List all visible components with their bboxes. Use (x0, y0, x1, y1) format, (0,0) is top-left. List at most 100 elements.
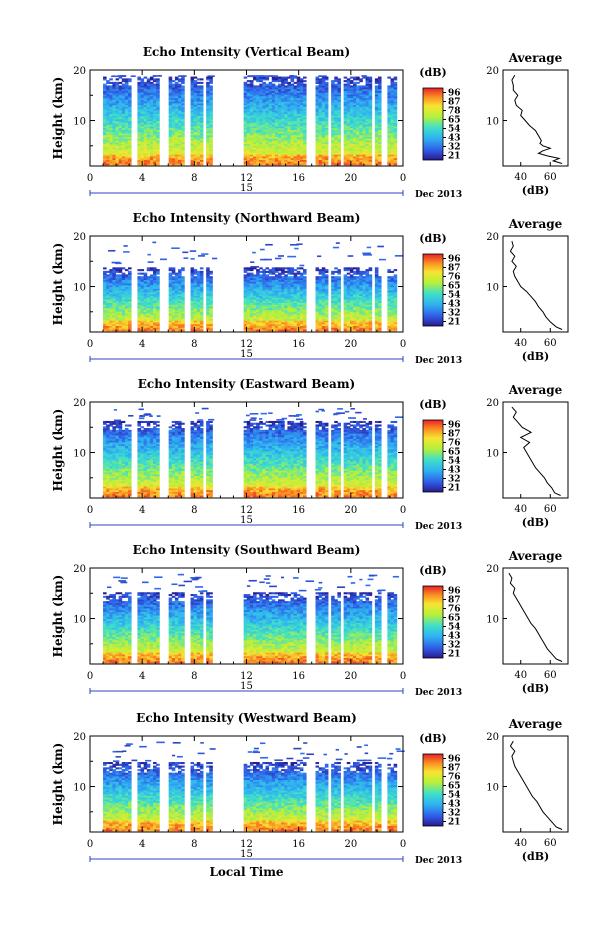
heatmap-cell (206, 133, 210, 136)
heatmap-cell (265, 136, 270, 139)
heatmap-cell (106, 110, 110, 113)
heatmap-cell (356, 76, 360, 79)
x-tick-label: 16 (292, 173, 305, 184)
heatmap-cell (353, 322, 357, 325)
heatmap-cell (259, 320, 263, 323)
heatmap-cell (324, 295, 329, 298)
heatmap-cell (271, 142, 276, 145)
heatmap-cell (362, 122, 366, 125)
heatmap-cell (356, 115, 360, 118)
heatmap-cell (334, 154, 338, 157)
heatmap-cell (149, 311, 154, 314)
heatmap-cell (121, 329, 126, 332)
heatmap-cell (346, 92, 351, 95)
heatmap-cell (109, 142, 113, 145)
heatmap-cell (274, 124, 279, 127)
heatmap-cell (193, 138, 198, 141)
heatmap-cell (171, 308, 176, 311)
heatmap-cell (181, 163, 185, 166)
heatmap-cell (209, 110, 213, 113)
heatmap-cell (140, 302, 145, 305)
heatmap-cell (365, 327, 370, 330)
heatmap-cell (271, 103, 276, 106)
heatmap-cell (246, 122, 251, 125)
heatmap-cell (268, 87, 273, 90)
heatmap-cell (174, 320, 179, 323)
heatmap-cell (109, 85, 113, 88)
heatmap-cell (368, 311, 373, 314)
heatmap-cell (190, 108, 195, 111)
heatmap-cell (281, 295, 285, 298)
heatmap-cell (109, 325, 113, 328)
heatmap-cell (368, 309, 373, 312)
heatmap-cell (149, 313, 154, 316)
heatmap-cell (153, 315, 157, 318)
heatmap-cell (115, 293, 120, 296)
heatmap-cell (106, 327, 110, 330)
heatmap-cell (303, 145, 307, 148)
heatmap-cell (128, 120, 132, 123)
heatmap-cell (265, 306, 270, 309)
heatmap-cell (353, 127, 357, 130)
heatmap-cell (190, 88, 195, 92)
heatmap-cell (199, 126, 204, 129)
heatmap-cell (193, 106, 198, 109)
heatmap-cell (353, 133, 357, 136)
heatmap-cell (365, 306, 370, 309)
heatmap-cell (249, 127, 254, 130)
heatmap-cell (293, 108, 298, 111)
heatmap-cell (356, 104, 360, 107)
heatmap-cell (349, 76, 354, 79)
heatmap-cell (243, 322, 248, 325)
heatmap-cell (268, 313, 273, 316)
heatmap-cell (199, 103, 204, 106)
heatmap-cell (271, 299, 276, 302)
heatmap-cell (337, 293, 341, 296)
heatmap-cell (299, 157, 304, 160)
heatmap-cell (149, 108, 154, 111)
sporadic-echo (260, 75, 270, 78)
heatmap-cell (278, 293, 282, 296)
heatmap-cell (393, 147, 398, 150)
heatmap-cell (368, 119, 373, 122)
heatmap-cell (290, 138, 295, 141)
heatmap-cell (271, 143, 276, 146)
heatmap-cell (262, 129, 266, 132)
heatmap-cell (321, 322, 326, 325)
heatmap-cell (168, 316, 173, 319)
heatmap-cell (393, 115, 398, 118)
heatmap-cell (146, 149, 151, 152)
heatmap-cell (196, 159, 201, 162)
heatmap-cell (206, 106, 210, 109)
heatmap-cell (296, 292, 301, 295)
heatmap-cell (174, 311, 179, 314)
heatmap-cell (209, 119, 213, 122)
heatmap-cell (265, 78, 270, 81)
heatmap-cell (128, 157, 132, 160)
heatmap-cell (378, 147, 382, 150)
heatmap-cell (193, 126, 198, 129)
heatmap-cell (109, 110, 113, 113)
heatmap-cell (393, 108, 398, 111)
heatmap-cell (290, 308, 295, 311)
heatmap-cell (249, 115, 254, 118)
heatmap-cell (293, 138, 298, 141)
heatmap-cell (331, 318, 335, 321)
heatmap-cell (124, 322, 129, 325)
heatmap-cell (103, 320, 107, 323)
heatmap-cell (349, 315, 354, 318)
heatmap-cell (143, 302, 148, 305)
heatmap-cell (121, 300, 126, 303)
heatmap-cell (178, 94, 182, 97)
heatmap-cell (103, 117, 107, 120)
heatmap-cell (193, 136, 198, 139)
heatmap-cell (149, 101, 154, 104)
heatmap-cell (281, 113, 285, 116)
heatmap-cell (362, 119, 366, 122)
profile-line (511, 74, 563, 164)
heatmap-cell (149, 150, 154, 153)
heatmap-cell (118, 101, 123, 104)
heatmap-cell (271, 134, 276, 137)
heatmap-cell (109, 113, 113, 116)
heatmap-cell (387, 127, 391, 130)
